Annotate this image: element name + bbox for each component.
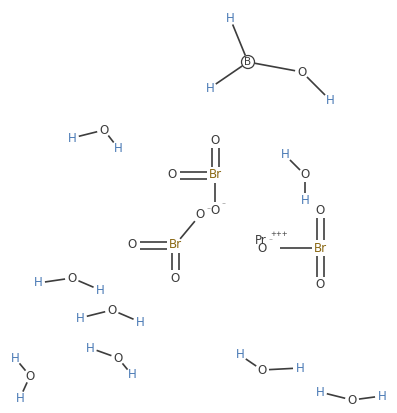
Text: O: O [170, 271, 179, 285]
Text: O: O [297, 66, 306, 78]
Text: H: H [206, 81, 214, 95]
Text: H: H [86, 342, 94, 354]
Text: O: O [25, 370, 35, 382]
Text: H: H [301, 194, 309, 206]
Text: +++: +++ [270, 231, 287, 237]
Text: H: H [96, 283, 104, 297]
Text: H: H [136, 316, 145, 328]
Text: H: H [75, 311, 85, 325]
Text: H: H [236, 349, 245, 361]
Text: O: O [127, 238, 137, 252]
Text: O: O [168, 169, 177, 181]
Text: H: H [281, 149, 289, 161]
Text: O: O [347, 394, 357, 406]
Text: O: O [107, 304, 117, 316]
Text: O: O [315, 204, 325, 216]
Text: H: H [67, 131, 76, 145]
Text: ⁻: ⁻ [221, 200, 225, 209]
Text: H: H [378, 389, 386, 403]
Text: H: H [127, 368, 137, 382]
Text: Br: Br [168, 238, 181, 252]
Text: H: H [326, 93, 334, 107]
Text: O: O [99, 123, 109, 137]
Text: O: O [257, 363, 267, 377]
Text: H: H [316, 385, 324, 399]
Text: H: H [296, 361, 304, 375]
Text: ⁻: ⁻ [268, 237, 272, 245]
Text: ⁻: ⁻ [206, 206, 210, 214]
Text: H: H [114, 142, 122, 154]
Text: O: O [301, 169, 310, 181]
Text: O: O [210, 204, 220, 216]
Text: Br: Br [314, 242, 327, 254]
Text: H: H [11, 351, 19, 365]
Text: Pr: Pr [255, 233, 267, 247]
Text: Br: Br [208, 169, 222, 181]
Text: H: H [34, 276, 42, 290]
Text: O: O [67, 271, 77, 285]
Text: H: H [225, 12, 234, 24]
Text: O: O [210, 133, 220, 147]
Text: H: H [15, 392, 24, 404]
Text: O: O [315, 278, 325, 292]
Text: B: B [245, 57, 252, 67]
Text: O: O [195, 209, 204, 221]
Text: O: O [258, 242, 267, 254]
Text: O: O [114, 351, 123, 365]
